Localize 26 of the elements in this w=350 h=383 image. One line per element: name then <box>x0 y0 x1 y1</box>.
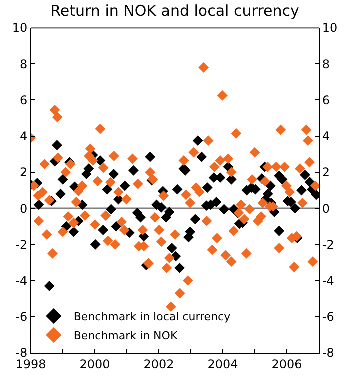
y2-tick-label: -4 <box>322 274 334 288</box>
y2-tick-label: 2 <box>322 166 330 180</box>
legend-label: Benchmark in local currency <box>74 310 232 324</box>
y2-tick-label: -8 <box>322 346 334 360</box>
y2-tick-label: 0 <box>322 202 330 216</box>
y-tick-label: -2 <box>16 238 28 252</box>
x-tick-label: 2000 <box>80 357 110 372</box>
y-tick-label: 8 <box>20 57 28 72</box>
x-tick-label: 2006 <box>272 357 302 372</box>
y2-tick-label: 10 <box>322 21 338 36</box>
y-tick-label: 10 <box>12 21 28 36</box>
y-tick-label: 0 <box>20 202 28 216</box>
x-tick-label: 2004 <box>208 357 238 372</box>
chart-title: Return in NOK and local currency <box>50 2 300 20</box>
y2-tick-label: -6 <box>322 310 334 324</box>
y-tick-label: 2 <box>20 166 28 180</box>
y2-tick-label: 8 <box>322 57 330 72</box>
y-tick-label: 6 <box>20 93 28 108</box>
y2-tick-label: 4 <box>322 130 330 144</box>
y2-tick-label: 6 <box>322 93 330 108</box>
y-tick-label: -6 <box>16 310 28 324</box>
y-tick-label: 4 <box>20 130 28 144</box>
x-tick-label: 2002 <box>144 357 174 372</box>
legend-label: Benchmark in NOK <box>74 330 178 343</box>
y2-tick-label: -2 <box>322 238 334 252</box>
y-tick-label: -4 <box>16 274 28 288</box>
